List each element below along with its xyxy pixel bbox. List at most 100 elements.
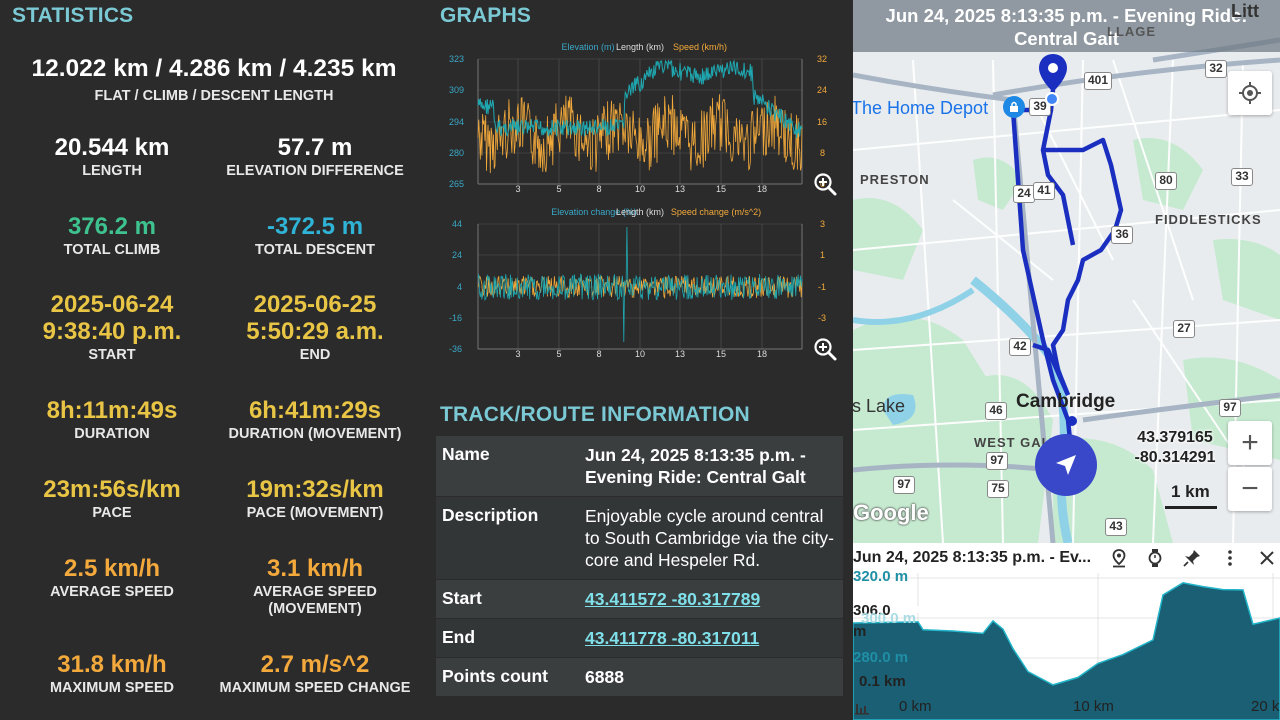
info-row-points-count: Points count 6888 xyxy=(436,658,843,697)
right-tick: 24 xyxy=(817,85,827,95)
map-scale-bar xyxy=(1165,506,1217,509)
pin-icon[interactable] xyxy=(1182,548,1202,568)
lengths-value: 12.022 km / 4.286 km / 4.235 km xyxy=(31,55,397,82)
x-tick: 5 xyxy=(556,184,561,194)
x-tick: 15 xyxy=(716,349,726,359)
x-tick: 10 xyxy=(635,349,645,359)
stat-length: 20.544 km LENGTH xyxy=(12,134,212,180)
map-label-village: LLAGE xyxy=(1107,24,1157,39)
legend-elevation: Elevation (m) xyxy=(561,42,614,52)
x-tick: 13 xyxy=(675,184,685,194)
more-options-icon[interactable] xyxy=(1220,548,1240,568)
stat-value: 19m:32s/km xyxy=(246,476,384,503)
stat-label: TOTAL CLIMB xyxy=(63,242,161,258)
stat-average-speed-movement: 3.1 km/h AVERAGE SPEED (MOVEMENT) xyxy=(215,555,415,618)
stat-value: 376.2 m xyxy=(67,213,157,240)
zoom-out-button[interactable]: − xyxy=(1228,467,1272,511)
google-logo: Google xyxy=(853,500,929,525)
stat-value: 23m:56s/km xyxy=(43,476,181,503)
stat-value: 31.8 km/h xyxy=(57,651,167,678)
close-icon[interactable] xyxy=(1257,548,1277,568)
left-tick: 265 xyxy=(449,179,464,189)
map-scale-label: 1 km xyxy=(1171,482,1210,501)
stat-value: 2025-06-24 xyxy=(50,291,174,318)
elevation-panel-title: Jun 24, 2025 8:13:35 p.m. - Ev... xyxy=(853,549,1092,566)
left-tick: 280 xyxy=(449,148,464,158)
legend-elevation-change: Elevation change (%) xyxy=(551,207,637,217)
right-tick: 8 xyxy=(820,148,825,158)
elevation-x-label: 20 k xyxy=(1251,698,1280,715)
lengths-label: FLAT / CLIMB / DESCENT LENGTH xyxy=(94,88,334,104)
legend-speed: Speed (km/h) xyxy=(673,42,727,52)
road-shield: 97 xyxy=(986,452,1008,470)
my-location-button[interactable] xyxy=(1228,71,1272,115)
chart-bars-icon[interactable] xyxy=(854,699,870,715)
x-tick: 3 xyxy=(515,349,520,359)
end-coordinates-link[interactable]: 43.411778 -80.317011 xyxy=(585,628,760,648)
map-label-west-galt: WEST GALT xyxy=(974,435,1059,450)
left-tick: 294 xyxy=(449,117,464,127)
left-tick: 309 xyxy=(449,85,464,95)
navigation-arrow-icon[interactable] xyxy=(1035,434,1097,496)
lengths-stat: 12.022 km / 4.286 km / 4.235 km FLAT / C… xyxy=(0,55,428,104)
track-info-title: TRACK/ROUTE INFORMATION xyxy=(440,403,750,426)
stat-end: 2025-06-25 5:50:29 a.m. END xyxy=(215,291,415,364)
zoom-in-button[interactable]: + xyxy=(1228,421,1272,465)
elevation-profile-area xyxy=(853,582,1280,720)
elevation-speed-chart[interactable]: Elevation (m) Length (km) Speed (km/h) 3… xyxy=(428,36,853,201)
x-tick: 10 xyxy=(635,184,645,194)
stat-label: AVERAGE SPEED xyxy=(253,584,377,600)
elevation-profile-panel: Jun 24, 2025 8:13:35 p.m. - Ev... 320.0 … xyxy=(853,543,1280,720)
map-label-litt: Litt xyxy=(1231,1,1259,21)
zoom-chart-2-icon[interactable] xyxy=(812,336,838,362)
info-row-description: Description Enjoyable cycle around centr… xyxy=(436,497,843,580)
statistics-title: STATISTICS xyxy=(12,4,134,27)
right-tick: 16 xyxy=(817,117,827,127)
stat-label: MAXIMUM SPEED xyxy=(49,680,175,696)
stat-label: START xyxy=(88,347,136,363)
road-shield: 41 xyxy=(1033,182,1055,200)
road-shield: 33 xyxy=(1231,168,1253,186)
elevation-change-chart[interactable]: Elevation change (%) Length (km) Speed c… xyxy=(428,201,853,366)
left-tick: 24 xyxy=(452,250,462,260)
stat-label-2: (MOVEMENT) xyxy=(268,601,362,617)
track-start-pin-icon[interactable] xyxy=(1036,52,1070,100)
stat-label: TOTAL DESCENT xyxy=(254,242,376,258)
stat-maximum-speed: 31.8 km/h MAXIMUM SPEED xyxy=(12,651,212,697)
stat-label: DURATION xyxy=(74,426,150,442)
stat-label: AVERAGE SPEED xyxy=(50,584,174,600)
stat-label: PACE (MOVEMENT) xyxy=(246,505,384,521)
legend-speed-change: Speed change (m/s^2) xyxy=(671,207,761,217)
map-label-fiddlesticks: FIDDLESTICKS xyxy=(1155,212,1262,227)
shopping-pin-icon[interactable] xyxy=(1003,96,1025,118)
road-shield: 80 xyxy=(1155,172,1177,190)
road-shield: 32 xyxy=(1205,60,1227,78)
stat-total-descent: -372.5 m TOTAL DESCENT xyxy=(215,213,415,259)
info-key: Description xyxy=(442,505,539,525)
stat-value: 6h:41m:29s xyxy=(248,397,382,424)
info-key: Start xyxy=(442,588,482,608)
map-label-home-depot[interactable]: The Home Depot xyxy=(853,98,989,118)
location-track-icon[interactable] xyxy=(1109,548,1129,568)
stat-maximum-speed-change: 2.7 m/s^2 MAXIMUM SPEED CHANGE xyxy=(215,651,415,697)
elevation-profile-chart[interactable] xyxy=(853,543,1280,720)
left-tick: 44 xyxy=(452,219,462,229)
map-label-preston: PRESTON xyxy=(860,172,930,187)
latitude: 43.379165 xyxy=(1137,429,1213,446)
elevation-cursor-distance: 0.1 km xyxy=(859,673,906,690)
map-view[interactable]: Jun 24, 2025 8:13:35 p.m. - Evening Ride… xyxy=(853,0,1280,543)
start-coordinates-link[interactable]: 43.411572 -80.317789 xyxy=(585,589,761,609)
road-shield: 27 xyxy=(1173,320,1195,338)
crosshair-icon xyxy=(1239,82,1261,104)
stat-value: 2025-06-25 xyxy=(253,291,377,318)
info-key: Name xyxy=(442,444,490,464)
stat-label: END xyxy=(299,347,331,363)
elevation-cursor-dot-icon xyxy=(915,606,922,613)
road-shield: 46 xyxy=(985,402,1007,420)
watch-icon[interactable] xyxy=(1145,548,1165,568)
road-shield: 36 xyxy=(1111,226,1133,244)
zoom-chart-1-icon[interactable] xyxy=(812,171,838,197)
stat-total-climb: 376.2 m TOTAL CLIMB xyxy=(12,213,212,259)
stat-label: ELEVATION DIFFERENCE xyxy=(226,163,404,179)
right-tick: 1 xyxy=(820,250,825,260)
